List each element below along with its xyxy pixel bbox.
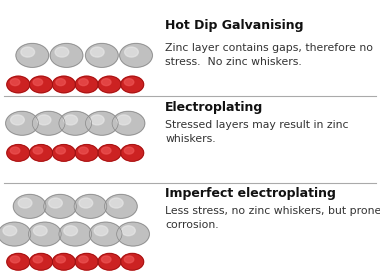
Circle shape <box>44 194 76 218</box>
Circle shape <box>64 115 78 125</box>
Circle shape <box>86 111 118 135</box>
Circle shape <box>117 222 149 246</box>
Circle shape <box>7 253 30 270</box>
Circle shape <box>13 194 46 218</box>
Circle shape <box>30 76 52 93</box>
Circle shape <box>98 253 121 270</box>
Circle shape <box>124 147 134 154</box>
Circle shape <box>64 226 78 236</box>
Circle shape <box>124 79 134 86</box>
Circle shape <box>10 147 20 154</box>
Circle shape <box>79 256 88 263</box>
Circle shape <box>21 47 35 57</box>
Circle shape <box>121 76 144 93</box>
Circle shape <box>120 43 152 67</box>
Circle shape <box>3 226 17 236</box>
Circle shape <box>75 253 98 270</box>
Circle shape <box>56 256 65 263</box>
Circle shape <box>75 76 98 93</box>
Circle shape <box>121 145 144 161</box>
Circle shape <box>59 222 92 246</box>
Circle shape <box>16 43 49 67</box>
Circle shape <box>0 222 31 246</box>
Circle shape <box>112 111 145 135</box>
Circle shape <box>33 226 47 236</box>
Circle shape <box>33 256 43 263</box>
Circle shape <box>33 79 43 86</box>
Circle shape <box>101 256 111 263</box>
Circle shape <box>11 115 24 125</box>
Text: Imperfect electroplating: Imperfect electroplating <box>165 187 336 200</box>
Circle shape <box>109 198 123 208</box>
Circle shape <box>105 194 137 218</box>
Circle shape <box>6 111 38 135</box>
Circle shape <box>89 222 122 246</box>
Text: Electroplating: Electroplating <box>165 101 264 114</box>
Circle shape <box>79 198 93 208</box>
Circle shape <box>74 194 107 218</box>
Circle shape <box>52 145 75 161</box>
Circle shape <box>122 226 135 236</box>
Circle shape <box>7 145 30 161</box>
Circle shape <box>56 147 65 154</box>
Circle shape <box>30 145 52 161</box>
Circle shape <box>79 79 88 86</box>
Circle shape <box>52 253 75 270</box>
Circle shape <box>86 43 118 67</box>
Circle shape <box>98 145 121 161</box>
Circle shape <box>10 256 20 263</box>
Circle shape <box>125 47 138 57</box>
Text: Less stress, no zinc whiskers, but prone to
corrosion.: Less stress, no zinc whiskers, but prone… <box>165 206 380 230</box>
Circle shape <box>32 111 65 135</box>
Circle shape <box>98 76 121 93</box>
Text: Hot Dip Galvanising: Hot Dip Galvanising <box>165 19 304 32</box>
Circle shape <box>50 43 83 67</box>
Circle shape <box>55 47 69 57</box>
Circle shape <box>18 198 32 208</box>
Circle shape <box>75 145 98 161</box>
Circle shape <box>52 76 75 93</box>
Circle shape <box>49 198 62 208</box>
Circle shape <box>59 111 92 135</box>
Circle shape <box>37 115 51 125</box>
Circle shape <box>94 226 108 236</box>
Circle shape <box>30 253 52 270</box>
Circle shape <box>90 47 104 57</box>
Circle shape <box>117 115 131 125</box>
Circle shape <box>56 79 65 86</box>
Circle shape <box>90 115 104 125</box>
Circle shape <box>7 76 30 93</box>
Circle shape <box>79 147 88 154</box>
Circle shape <box>33 147 43 154</box>
Text: Zinc layer contains gaps, therefore no
stress.  No zinc whiskers.: Zinc layer contains gaps, therefore no s… <box>165 43 373 66</box>
Circle shape <box>10 79 20 86</box>
Circle shape <box>121 253 144 270</box>
Circle shape <box>124 256 134 263</box>
Circle shape <box>101 79 111 86</box>
Text: Stressed layers may result in zinc
whiskers.: Stressed layers may result in zinc whisk… <box>165 120 349 144</box>
Circle shape <box>101 147 111 154</box>
Circle shape <box>28 222 61 246</box>
